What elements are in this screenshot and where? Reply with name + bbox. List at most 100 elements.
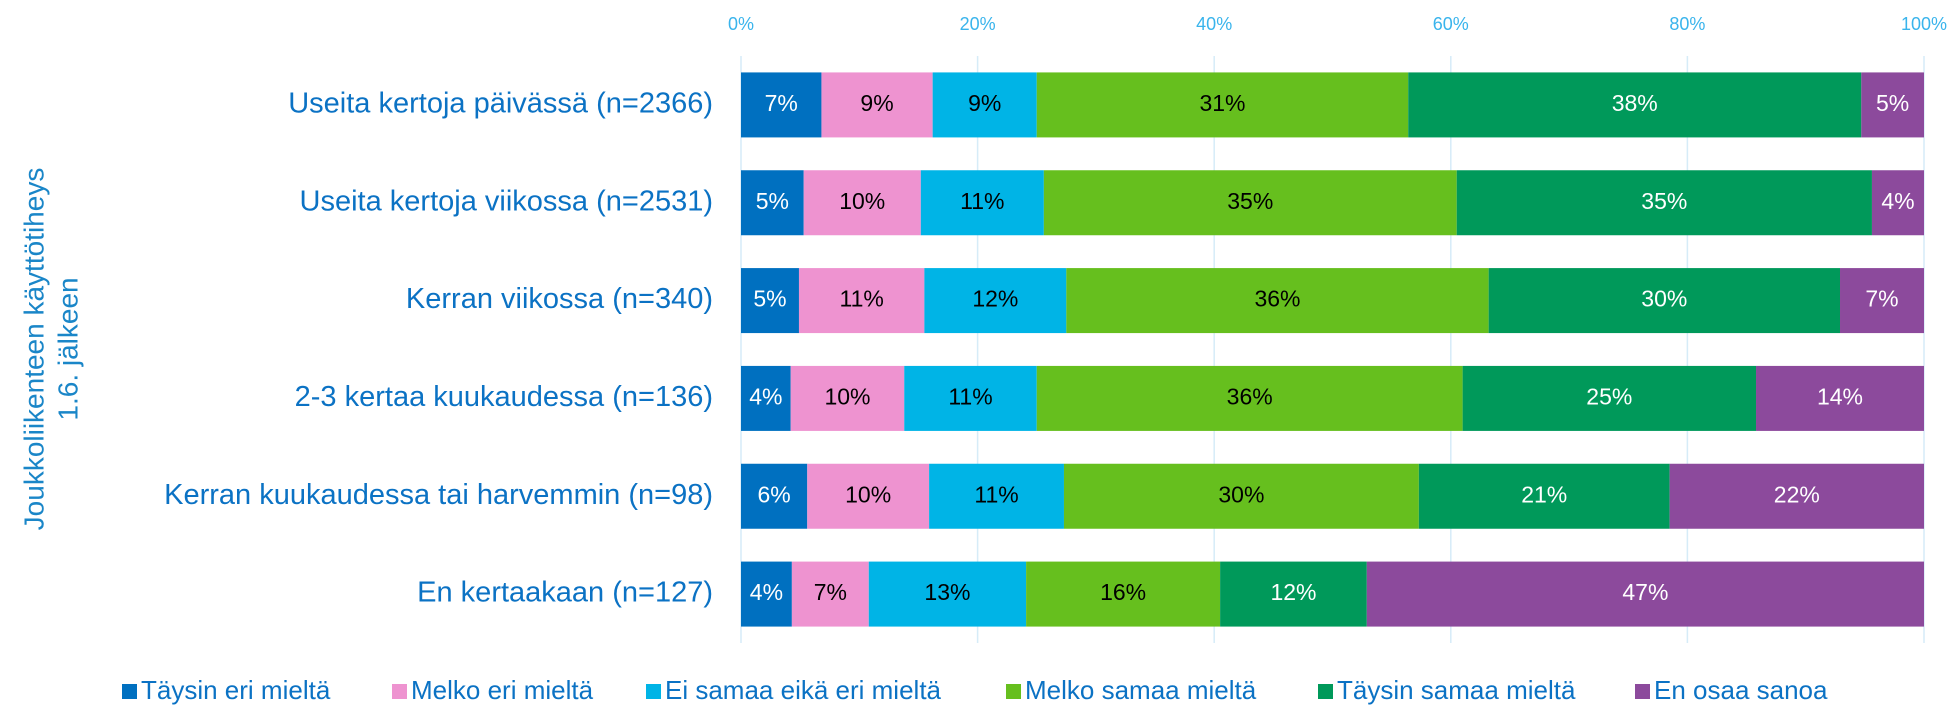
- data-label: 7%: [814, 579, 847, 605]
- data-label: 4%: [750, 579, 783, 605]
- bar-segment: [741, 561, 792, 627]
- x-tick-label: 100%: [1901, 14, 1947, 34]
- bar-segment: [904, 365, 1037, 431]
- legend-label: Melko samaa mieltä: [1025, 675, 1257, 705]
- bar-segment: [1366, 561, 1924, 627]
- data-label: 6%: [757, 481, 790, 507]
- data-label: 10%: [824, 383, 870, 409]
- bar-segment: [1756, 365, 1924, 431]
- data-label: 21%: [1521, 481, 1567, 507]
- data-label: 25%: [1586, 383, 1632, 409]
- legend-swatch: [1006, 684, 1021, 699]
- x-tick-label: 40%: [1196, 14, 1232, 34]
- bar-segment: [798, 268, 925, 334]
- data-label: 7%: [1865, 286, 1898, 312]
- bar-segment: [821, 72, 933, 138]
- data-label: 10%: [839, 188, 885, 214]
- data-label: 12%: [1270, 579, 1316, 605]
- bar-segment: [1066, 268, 1489, 334]
- data-label: 35%: [1641, 188, 1687, 214]
- category-label: En kertaakaan (n=127): [417, 577, 713, 609]
- bar-segment: [791, 561, 869, 627]
- bar-segment: [1418, 463, 1670, 529]
- category-label: Useita kertoja päivässä (n=2366): [288, 88, 713, 120]
- data-label: 5%: [753, 286, 786, 312]
- bar-segment: [741, 72, 822, 138]
- bar-segment: [741, 365, 791, 431]
- bar-segment: [924, 268, 1067, 334]
- legend-label: Ei samaa eikä eri mieltä: [665, 675, 942, 705]
- data-label: 14%: [1817, 383, 1863, 409]
- legend-swatch: [646, 684, 661, 699]
- category-label: Kerran kuukaudessa tai harvemmin (n=98): [164, 479, 713, 511]
- bar-segment: [1840, 268, 1924, 334]
- bar-segment: [1036, 72, 1409, 138]
- bar-segment: [1462, 365, 1757, 431]
- bar-segment: [790, 365, 905, 431]
- x-tick-label: 60%: [1433, 14, 1469, 34]
- bar-segment: [1063, 463, 1419, 529]
- data-label: 36%: [1227, 383, 1273, 409]
- bar-segment: [932, 72, 1037, 138]
- legend-label: Täysin eri mieltä: [141, 675, 331, 705]
- data-label: 9%: [968, 90, 1001, 116]
- data-label: 30%: [1641, 286, 1687, 312]
- bar-segment: [741, 170, 804, 236]
- data-label: 12%: [972, 286, 1018, 312]
- x-tick-label: 0%: [728, 14, 754, 34]
- bar-segment: [920, 170, 1044, 236]
- bar-segment: [1669, 463, 1924, 529]
- data-label: 11%: [840, 286, 884, 312]
- data-label: 36%: [1254, 286, 1300, 312]
- bar-segment: [807, 463, 930, 529]
- bar-segment: [741, 268, 799, 334]
- y-axis-title-line: 1.6. jälkeen: [52, 277, 83, 420]
- legend-swatch: [122, 684, 137, 699]
- bar-segment: [1488, 268, 1841, 334]
- legend-swatch: [1318, 684, 1333, 699]
- bar-segment: [1871, 170, 1924, 236]
- data-label: 22%: [1774, 481, 1820, 507]
- data-label: 9%: [860, 90, 893, 116]
- data-label: 11%: [960, 188, 1004, 214]
- data-label: 5%: [1876, 90, 1909, 116]
- y-axis-title: Joukkoliikenteen käyttötiheys 1.6. jälke…: [18, 168, 83, 531]
- legend-label: Melko eri mieltä: [411, 675, 594, 705]
- bar-segment: [803, 170, 921, 236]
- data-label: 11%: [948, 383, 992, 409]
- bar-segment: [868, 561, 1027, 627]
- data-label: 47%: [1622, 579, 1668, 605]
- legend-label: Täysin samaa mieltä: [1337, 675, 1576, 705]
- data-label: 38%: [1612, 90, 1658, 116]
- data-label: 13%: [924, 579, 970, 605]
- bar-segment: [1456, 170, 1872, 236]
- data-label: 35%: [1227, 188, 1273, 214]
- x-tick-label: 20%: [960, 14, 996, 34]
- bar-segment: [929, 463, 1064, 529]
- data-label: 10%: [845, 481, 891, 507]
- x-tick-label: 80%: [1669, 14, 1705, 34]
- data-label: 5%: [756, 188, 789, 214]
- bar-segment: [1036, 365, 1463, 431]
- data-label: 4%: [1881, 188, 1914, 214]
- category-label: 2-3 kertaa kuukaudessa (n=136): [295, 381, 713, 413]
- data-label: 4%: [749, 383, 782, 409]
- legend-swatch: [392, 684, 407, 699]
- category-label: Kerran viikossa (n=340): [406, 283, 713, 315]
- bar-segment: [741, 463, 808, 529]
- bar-segment: [1408, 72, 1862, 138]
- legend-swatch: [1635, 684, 1650, 699]
- data-label: 30%: [1218, 481, 1264, 507]
- bar-segment: [1026, 561, 1221, 627]
- data-label: 31%: [1199, 90, 1245, 116]
- category-label: Useita kertoja viikossa (n=2531): [300, 185, 713, 217]
- legend-label: En osaa sanoa: [1654, 675, 1828, 705]
- y-axis-title-line: Joukkoliikenteen käyttötiheys: [18, 168, 49, 531]
- data-label: 11%: [974, 481, 1018, 507]
- bar-segment: [1043, 170, 1457, 236]
- bar-segment: [1861, 72, 1924, 138]
- data-label: 16%: [1100, 579, 1146, 605]
- data-label: 7%: [765, 90, 798, 116]
- bar-segment: [1220, 561, 1367, 627]
